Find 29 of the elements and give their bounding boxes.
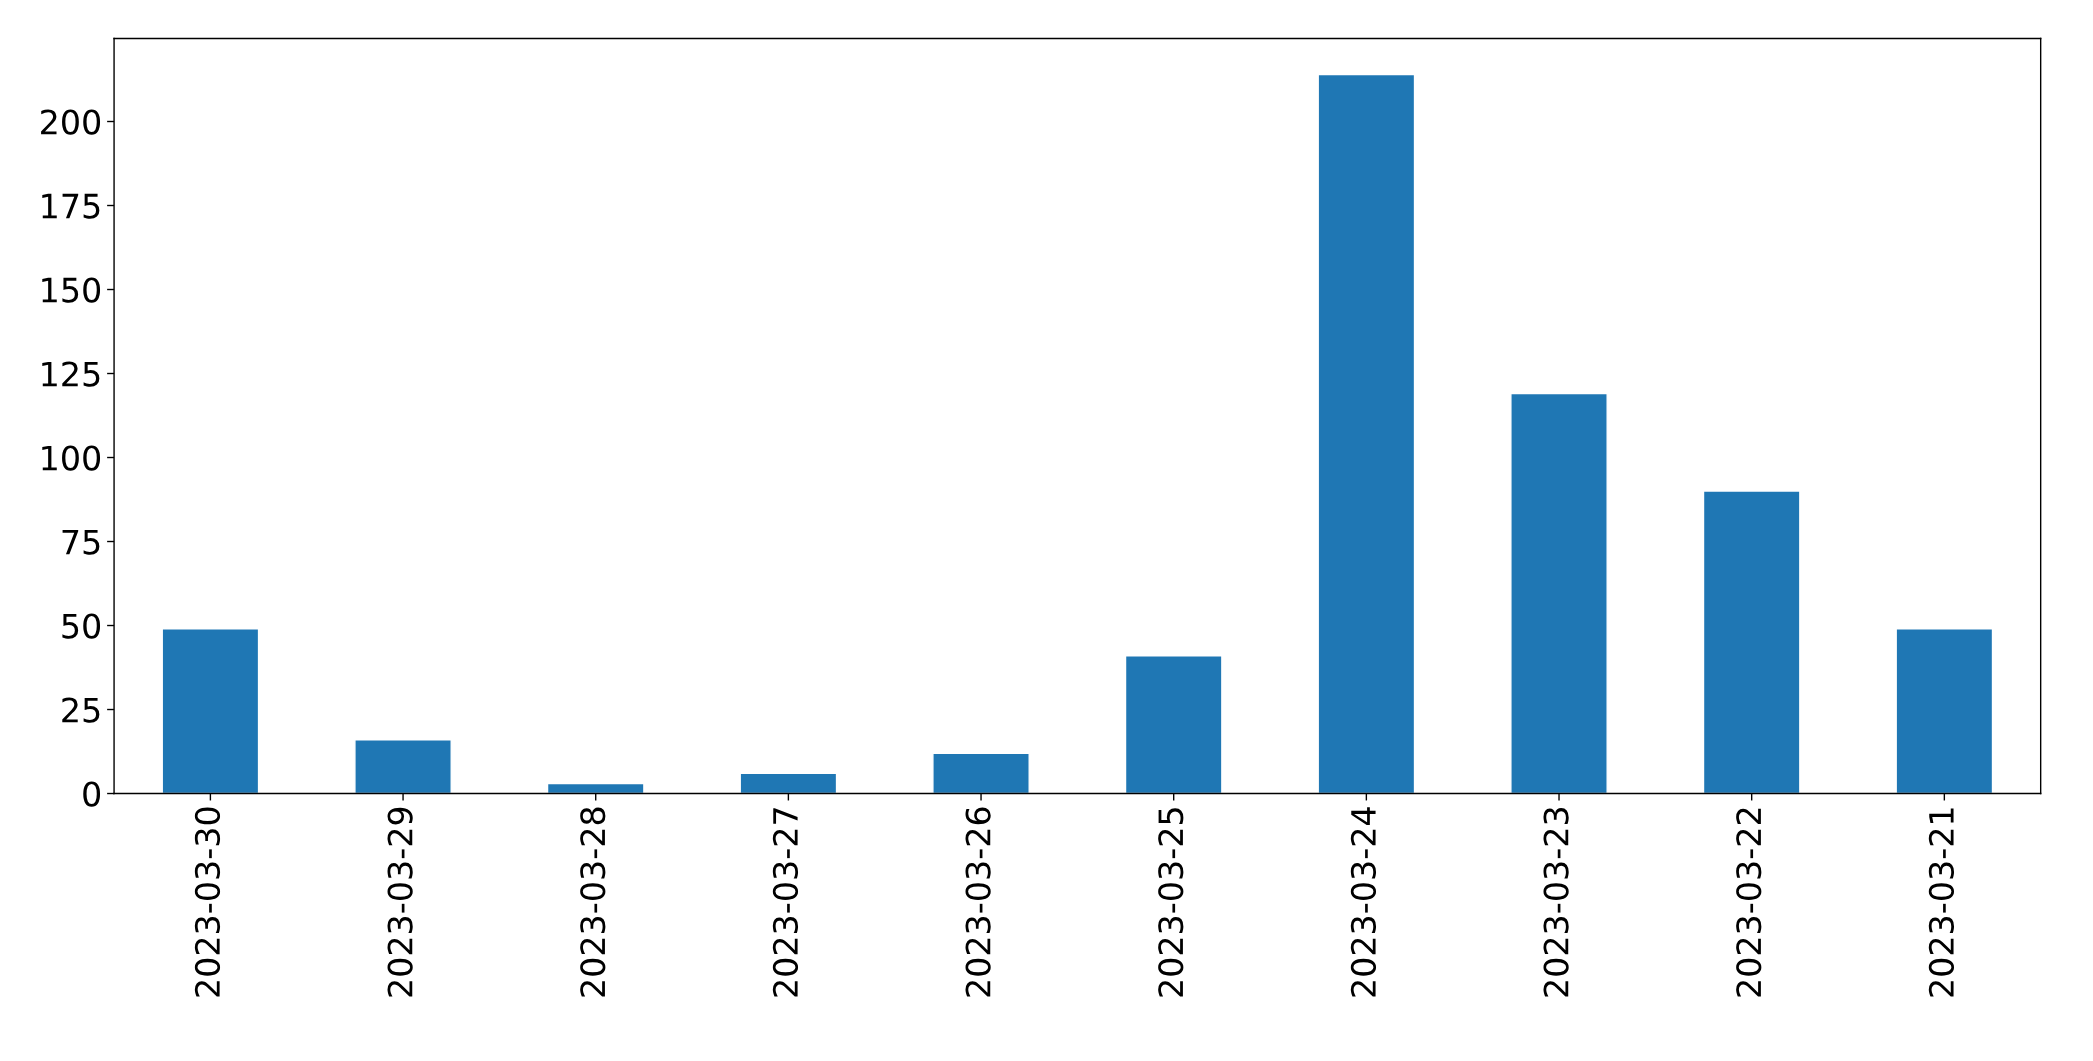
x-tick-label: 2023-03-21 — [1928, 808, 1955, 997]
y-tick-label: 0 — [83, 781, 101, 807]
bar — [354, 739, 452, 794]
y-tick-label: 125 — [42, 361, 100, 387]
y-tick-label: 75 — [62, 529, 100, 555]
y-tick-label: 50 — [62, 613, 101, 639]
x-tick-label: 2023-03-29 — [387, 807, 413, 997]
y-tick-label: 100 — [42, 445, 101, 471]
y-tick-label: 200 — [41, 109, 101, 135]
x-tick-label: 2023-03-23 — [1543, 808, 1569, 997]
bar — [1702, 490, 1801, 794]
bar — [1317, 73, 1416, 794]
bar — [546, 782, 645, 794]
x-tick-label: 2023-03-22 — [1736, 808, 1762, 997]
bar — [1895, 628, 1994, 794]
x-tick-label: 2023-03-27 — [772, 808, 799, 997]
y-tick-label: 25 — [62, 697, 100, 723]
y-tick-label: 175 — [42, 193, 100, 219]
x-tick-label: 2023-03-24 — [1350, 807, 1377, 997]
y-tick-label: 150 — [42, 277, 101, 303]
bar — [739, 772, 838, 794]
bar — [161, 628, 260, 794]
bar — [1510, 392, 1608, 794]
x-tick-label: 2023-03-28 — [580, 807, 606, 997]
bar — [1124, 655, 1223, 794]
x-tick-label: 2023-03-30 — [194, 807, 221, 997]
x-tick-label: 2023-03-25 — [1158, 808, 1184, 997]
bar — [932, 752, 1030, 794]
x-tick-label: 2023-03-26 — [965, 807, 991, 997]
